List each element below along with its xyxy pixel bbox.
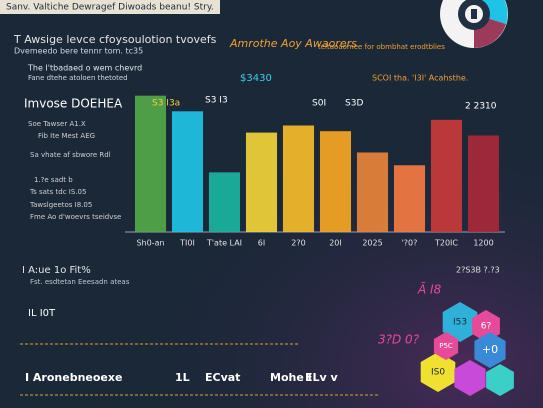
annotation: S0I — [312, 99, 326, 109]
annotation: The I'tbadaed o wem chevrd — [27, 64, 142, 73]
bar — [356, 152, 389, 232]
bar — [319, 131, 352, 232]
annotation: $3430 — [240, 73, 272, 84]
annotation: ELv v — [305, 371, 339, 384]
annotation: ECvat — [205, 371, 240, 384]
x-tick-label: 20I — [329, 239, 342, 248]
annotation: Fib Ite Mest AEG — [38, 132, 95, 140]
x-tick-label: 6I — [258, 239, 265, 248]
bar — [430, 119, 463, 232]
bar — [134, 95, 167, 233]
annotation: S3D — [345, 99, 363, 109]
annotation: SCOI tha. 'I3I' Acahsthe. — [372, 74, 468, 83]
annotation: Imvose DOEHEA — [24, 97, 123, 111]
x-tick-label: '?0? — [402, 239, 418, 248]
hexagon — [474, 332, 506, 368]
bar — [393, 165, 426, 232]
annotation: 2?0 — [283, 118, 296, 126]
annotation: 6? — [481, 322, 492, 332]
x-tick-label: TI0I — [179, 239, 195, 248]
annotation: Fst. esdtetan Eeesadn ateas — [30, 278, 130, 286]
x-tick-label: 2025 — [362, 239, 382, 248]
title-band — [0, 0, 220, 14]
annotation: I Aronebneoexe — [25, 371, 122, 384]
annotation: IS0 — [431, 368, 445, 378]
bar — [467, 135, 500, 232]
annotation: S3 I3 — [205, 96, 228, 106]
bar — [171, 111, 204, 232]
x-tick-label: 1200 — [473, 239, 493, 248]
hexagon — [454, 360, 486, 396]
annotation: 3?D 0? — [378, 333, 420, 347]
annotation: teltaoaomee for obmbhat erodtblies — [318, 43, 445, 51]
hexagon — [486, 364, 514, 396]
x-tick-label: Sh0-an — [136, 239, 164, 248]
annotation: Fane dtehe atoloen thetoted — [28, 74, 128, 82]
bar — [282, 125, 315, 232]
annotation: I A:ue 1o Fit% — [22, 265, 91, 276]
annotation: 1.?e sadt b — [34, 176, 73, 184]
annotation: 2?S3B ?.?3 — [456, 266, 500, 275]
bar — [245, 132, 278, 232]
annotation: Ã I8 — [417, 282, 442, 297]
annotation: Soe Tawser A1.X — [28, 120, 86, 128]
x-tick-label: T20IC — [434, 239, 458, 248]
x-tick-label: T'ate LAI — [206, 239, 242, 248]
logo — [440, 0, 508, 48]
annotation: Tawslgeetos I8.05 — [29, 201, 92, 209]
annotation: I53 — [453, 318, 467, 328]
annotation: +0 — [482, 343, 498, 356]
annotation: 1L — [175, 371, 190, 384]
annotation: Dvemeedo bere tennr tom. tc35 — [14, 47, 143, 56]
subtitle: T Awsige levce cfoysoulotion tvovefs — [13, 33, 217, 46]
annotation: Fme Ao d'woevrs tseidvse — [30, 213, 121, 221]
hexagon — [420, 352, 456, 392]
annotation: Amrothe Aoy Awaorers — [229, 37, 357, 50]
annotation: Sa vhate af sbwore Rdl — [30, 151, 111, 159]
x-tick-label: 2?0 — [291, 239, 305, 248]
hexagon — [433, 332, 459, 360]
annotation: S3 I3a — [152, 99, 180, 109]
annotation: Ts sats tdc IS.05 — [29, 188, 86, 196]
annotation: Mohe I — [270, 371, 312, 384]
annotation: P5C — [439, 342, 453, 350]
annotation: 2 2310 — [465, 102, 497, 112]
bar — [208, 172, 241, 232]
annotation: IL I0T — [28, 308, 56, 319]
hexagon — [442, 302, 478, 342]
title: Sanv. Valtiche Dewragef Diwoads beanu! S… — [6, 3, 214, 13]
